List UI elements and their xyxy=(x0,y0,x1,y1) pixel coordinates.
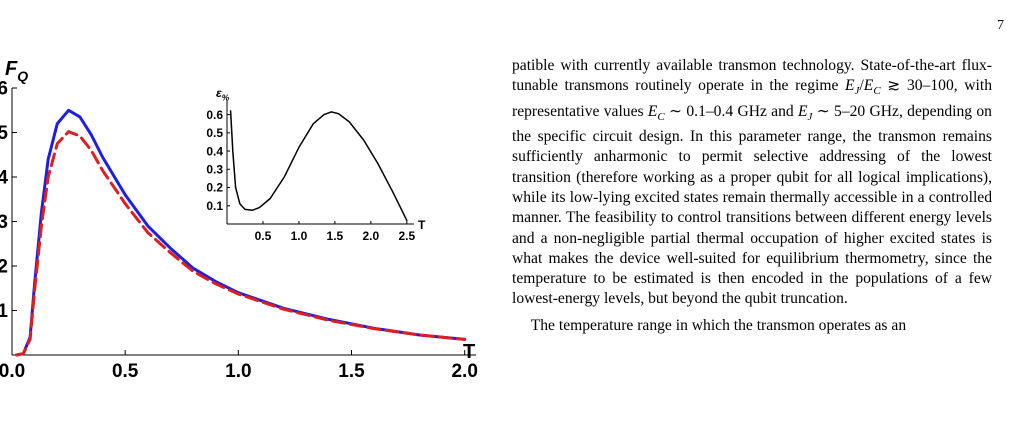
text-fragment: ∼ 0.1–0.4 GHz and xyxy=(664,102,798,120)
text-fragment: ∼ 5–20 GHz, depending on the specific ci… xyxy=(512,102,992,308)
main-x-tick-label: 2.0 xyxy=(451,361,477,382)
text-fragment: E xyxy=(863,77,874,95)
main-y-axis-label-main: F xyxy=(5,58,18,80)
main-x-axis-label: T xyxy=(463,341,475,363)
main-y-tick-label: 5 xyxy=(0,123,8,144)
main-x-tick-label: 0.0 xyxy=(0,361,25,382)
main-y-tick-label: 2 xyxy=(0,257,8,278)
main-series-line-1 xyxy=(15,130,467,357)
figure: 0.0 0.5 1.0 1.5 2.0 1 2 3 4 5 6 FQ T 0.5 1.0 1.5 2.0 2.5… xyxy=(0,0,500,425)
paragraph: patible with currently available transmo… xyxy=(512,56,992,310)
main-y-tick-label: 6 xyxy=(0,79,8,100)
main-chart: 0.0 0.5 1.0 1.5 2.0 1 2 3 4 5 6FQ T xyxy=(0,58,478,382)
text-fragment: E xyxy=(797,102,808,120)
text-fragment: J xyxy=(807,110,813,123)
main-x-tick-label: 0.5 xyxy=(112,361,139,382)
text-fragment: E xyxy=(845,77,855,95)
text-fragment: / xyxy=(859,77,864,95)
main-series-line-0 xyxy=(15,108,467,357)
text-fragment: E xyxy=(647,102,658,120)
text-fragment: patible with currently available transmo… xyxy=(512,57,992,95)
main-y-tick-label: 1 xyxy=(0,301,8,322)
text-fragment: J xyxy=(854,85,860,98)
text-fragment: C xyxy=(873,85,881,98)
text-column: patible with currently available transmo… xyxy=(512,56,992,336)
paragraph: The temperature range in which the trans… xyxy=(530,316,907,334)
text-fragment: C xyxy=(657,110,665,123)
page-number: 7 xyxy=(997,18,1004,33)
text-fragment: ≳ 30–100, with representative values xyxy=(512,77,992,120)
main-x-tick-label: 1.0 xyxy=(225,361,251,382)
main-y-axis-label: FQ xyxy=(5,58,28,84)
main-y-tick-label: 4 xyxy=(0,168,8,189)
main-y-axis-label-subscript: Q xyxy=(17,68,28,84)
main-x-tick-label: 1.5 xyxy=(338,361,365,382)
main-y-tick-label: 3 xyxy=(0,212,8,233)
